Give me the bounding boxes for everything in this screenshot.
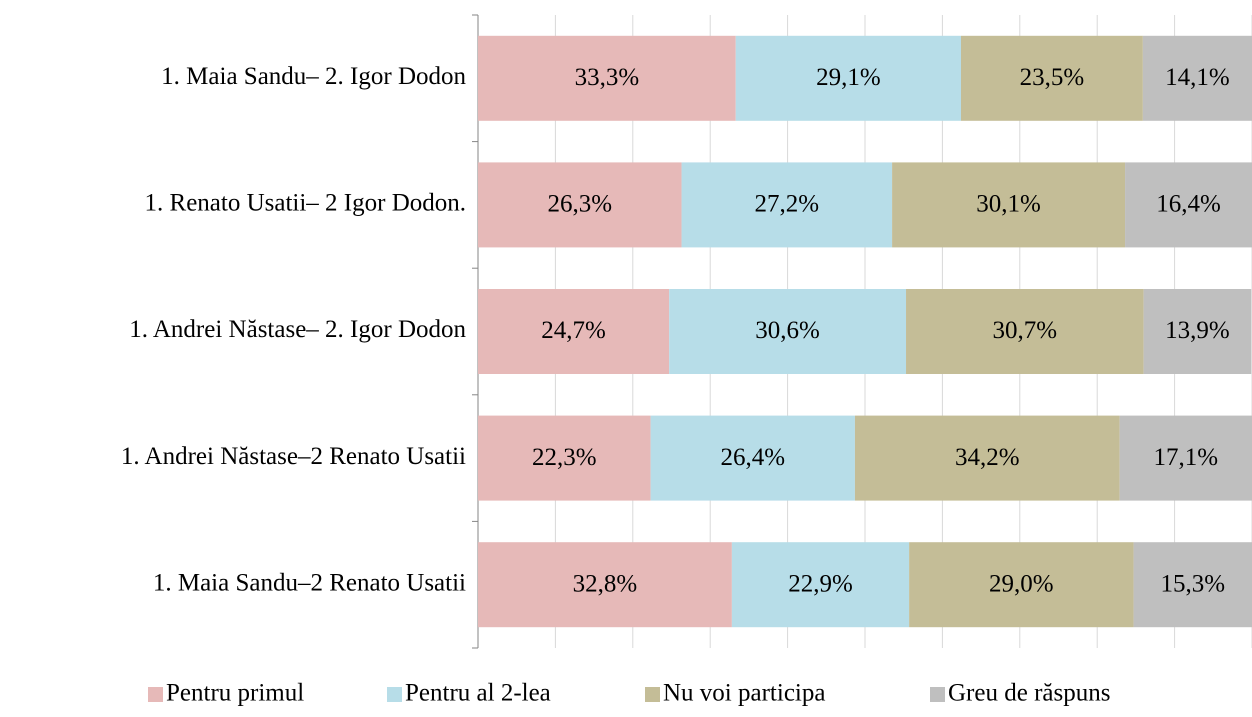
data-label: 29,1% bbox=[816, 64, 881, 91]
data-label: 26,3% bbox=[547, 191, 612, 218]
bar-segment bbox=[478, 289, 670, 374]
bar-segment bbox=[735, 35, 961, 121]
legend-label: Pentru al 2-lea bbox=[405, 680, 551, 707]
data-label: 13,9% bbox=[1165, 317, 1230, 344]
data-label: 22,3% bbox=[532, 444, 597, 471]
data-label: 23,5% bbox=[1020, 64, 1085, 91]
data-label: 15,3% bbox=[1160, 570, 1225, 597]
y-tick-label: 1. Andrei Năstase– 2. Igor Dodon bbox=[129, 316, 466, 343]
legend-swatch bbox=[148, 687, 163, 702]
legend-swatch bbox=[930, 687, 945, 702]
data-label: 30,1% bbox=[976, 191, 1041, 218]
y-tick-label: 1. Maia Sandu–2 Renato Usatii bbox=[153, 569, 466, 596]
legend-label: Pentru primul bbox=[166, 680, 304, 707]
data-label: 29,0% bbox=[989, 570, 1054, 597]
data-label: 30,6% bbox=[755, 317, 820, 344]
bar-segment bbox=[478, 162, 682, 248]
bar-segment bbox=[854, 415, 1120, 501]
bar-segment bbox=[1125, 162, 1252, 248]
bar-segment bbox=[650, 415, 855, 501]
data-label: 30,7% bbox=[993, 317, 1058, 344]
bar-segment bbox=[1142, 35, 1252, 121]
legend-swatch bbox=[645, 687, 660, 702]
data-label: 22,9% bbox=[788, 570, 853, 597]
data-label: 33,3% bbox=[575, 64, 640, 91]
bar-segment bbox=[681, 162, 893, 248]
legend-label: Greu de răspuns bbox=[948, 680, 1110, 707]
data-label: 27,2% bbox=[755, 191, 820, 218]
bar-segment bbox=[478, 415, 651, 501]
data-label: 34,2% bbox=[955, 444, 1020, 471]
bar-segment bbox=[892, 162, 1126, 248]
bar-segment bbox=[478, 35, 736, 121]
y-tick-label: 1. Maia Sandu– 2. Igor Dodon bbox=[161, 63, 466, 90]
bar-segment bbox=[1143, 289, 1252, 374]
data-label: 24,7% bbox=[541, 317, 606, 344]
bar-segment bbox=[669, 289, 907, 374]
bar-segment bbox=[960, 35, 1143, 121]
y-tick-label: 1. Andrei Năstase–2 Renato Usatii bbox=[121, 443, 466, 470]
bar-segment bbox=[478, 542, 732, 628]
bar-segment bbox=[909, 542, 1134, 628]
data-label: 17,1% bbox=[1154, 444, 1219, 471]
y-tick-label: 1. Renato Usatii– 2 Igor Dodon. bbox=[145, 190, 466, 217]
data-label: 26,4% bbox=[720, 444, 785, 471]
data-label: 14,1% bbox=[1165, 64, 1230, 91]
data-label: 16,4% bbox=[1156, 191, 1221, 218]
data-label: 32,8% bbox=[573, 570, 638, 597]
bar-segment bbox=[1133, 542, 1252, 628]
bar-segment bbox=[1119, 415, 1252, 501]
bar-segment bbox=[906, 289, 1144, 374]
legend-label: Nu voi participa bbox=[663, 680, 825, 707]
bar-segment bbox=[731, 542, 910, 628]
legend-swatch bbox=[387, 687, 402, 702]
